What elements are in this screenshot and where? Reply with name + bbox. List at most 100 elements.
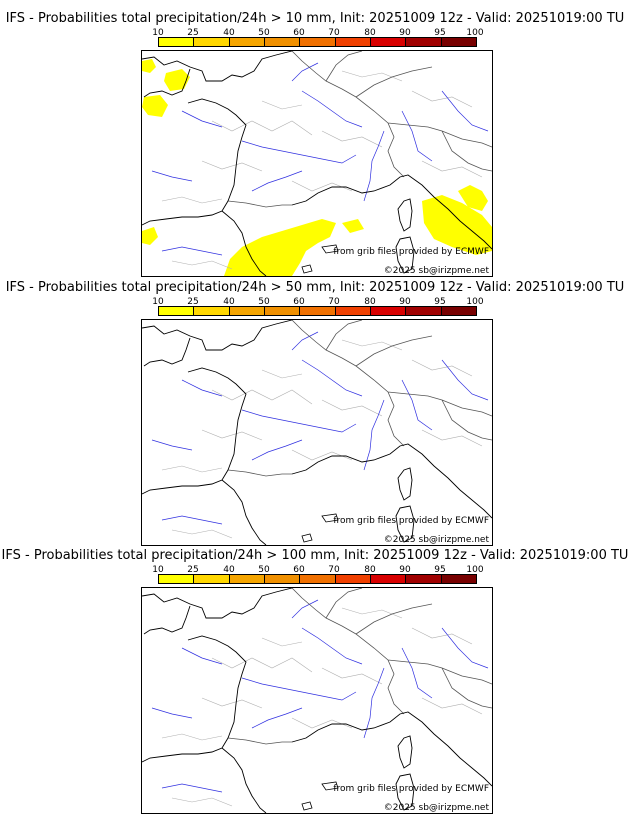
precip-probability-area — [142, 227, 158, 245]
admin-boundary — [211, 657, 313, 673]
colorbar-segment — [441, 38, 476, 46]
river-line — [251, 707, 303, 729]
scale-tick: 80 — [364, 565, 376, 575]
colorbar-segment — [335, 575, 371, 583]
river-line — [181, 379, 223, 397]
river-line — [151, 439, 193, 451]
admin-boundary — [211, 389, 313, 405]
river-line — [301, 359, 363, 397]
scale-tick: 70 — [328, 28, 340, 38]
admin-boundary — [261, 369, 303, 379]
panel-title: IFS - Probabilities total precipitation/… — [5, 280, 625, 295]
admin-boundary — [161, 196, 223, 204]
river-line — [251, 439, 303, 461]
river-line — [441, 627, 489, 669]
river-line — [301, 90, 363, 128]
precip-probability-area — [224, 219, 336, 276]
scale-tick: 50 — [258, 565, 270, 575]
colorbar-segment — [406, 307, 442, 315]
colorbar-segment — [370, 575, 407, 583]
admin-boundary — [161, 465, 223, 473]
admin-boundary — [201, 160, 263, 172]
river-line — [401, 379, 433, 431]
admin-boundary — [291, 449, 353, 461]
colorbar-segment — [229, 38, 265, 46]
river-line — [241, 140, 357, 164]
scale-tick: 10 — [152, 297, 164, 307]
copyright-label: ©2025 sb@irizpme.net — [383, 803, 489, 813]
map-panel-10mm: IFS - Probabilities total precipitation/… — [0, 0, 630, 277]
admin-boundary — [411, 627, 473, 645]
colorbar-segment — [194, 575, 230, 583]
probability-colorbar — [158, 306, 477, 316]
scale-tick: 100 — [466, 565, 484, 575]
admin-boundary — [421, 429, 483, 447]
precip-probability-area — [458, 185, 488, 211]
river-line — [161, 246, 223, 256]
panel-title: IFS - Probabilities total precipitation/… — [5, 11, 625, 26]
colorbar-segment — [300, 575, 336, 583]
coastline — [142, 588, 492, 813]
river-line — [441, 359, 489, 401]
colorbar-segment — [229, 307, 265, 315]
scale-labels: 10 25 40 50 60 70 80 90 95 100 — [150, 565, 490, 575]
colorbar-segment — [264, 307, 301, 315]
colorbar-segment — [300, 307, 336, 315]
scale-tick: 60 — [293, 28, 305, 38]
country-border — [227, 320, 492, 477]
map-canvas — [142, 588, 492, 813]
river-line — [161, 783, 223, 793]
scale-labels: 10 25 40 50 60 70 80 90 95 100 — [150, 28, 490, 38]
admin-boundary — [171, 529, 233, 539]
river-line — [363, 667, 385, 739]
ecmwf-credit: from grib files provided by ECMWF — [333, 516, 489, 526]
scale-tick: 25 — [187, 297, 199, 307]
colorbar-segment — [441, 575, 476, 583]
map-canvas — [142, 320, 492, 545]
precip-probability-area — [142, 59, 156, 73]
admin-boundary — [321, 667, 383, 685]
river-line — [161, 515, 223, 525]
scale-tick: 60 — [293, 297, 305, 307]
corsica-outline — [397, 735, 413, 769]
country-border — [227, 588, 492, 745]
admin-boundary — [421, 160, 483, 178]
colorbar-segment — [159, 38, 195, 46]
admin-boundary — [171, 797, 233, 807]
scale-tick: 90 — [399, 297, 411, 307]
colorbar-segment — [159, 307, 195, 315]
river-line — [151, 707, 193, 719]
scale-tick: 80 — [364, 297, 376, 307]
colorbar-segment — [370, 38, 407, 46]
colorbar-segment — [159, 575, 195, 583]
probability-colorbar — [158, 37, 477, 47]
scale-tick: 50 — [258, 28, 270, 38]
colorbar-segment — [300, 38, 336, 46]
scale-tick: 90 — [399, 28, 411, 38]
admin-boundary — [161, 733, 223, 741]
scale-tick: 40 — [223, 565, 235, 575]
precip-probability-area — [142, 95, 168, 117]
river-line — [441, 90, 489, 132]
europe-map: from grib files provided by ECMWF ©2025 … — [141, 319, 493, 546]
colorbar-segment — [406, 575, 442, 583]
river-line — [251, 170, 303, 192]
admin-boundary — [201, 429, 263, 441]
admin-boundary — [211, 120, 313, 136]
ecmwf-credit: from grib files provided by ECMWF — [333, 784, 489, 794]
admin-boundary — [411, 90, 473, 108]
river-line — [241, 409, 357, 433]
river-line — [151, 170, 193, 182]
sardinia-outline — [395, 773, 415, 811]
scale-tick: 95 — [434, 565, 446, 575]
scale-tick: 95 — [434, 28, 446, 38]
scale-tick: 25 — [187, 28, 199, 38]
colorbar-segment — [370, 307, 407, 315]
river-line — [401, 110, 433, 162]
precip-probability-area — [422, 195, 492, 255]
corsica-outline — [397, 467, 413, 501]
colorbar-segment — [406, 38, 442, 46]
colorbar-segment — [441, 307, 476, 315]
river-line — [363, 399, 385, 471]
river-line — [363, 130, 385, 202]
